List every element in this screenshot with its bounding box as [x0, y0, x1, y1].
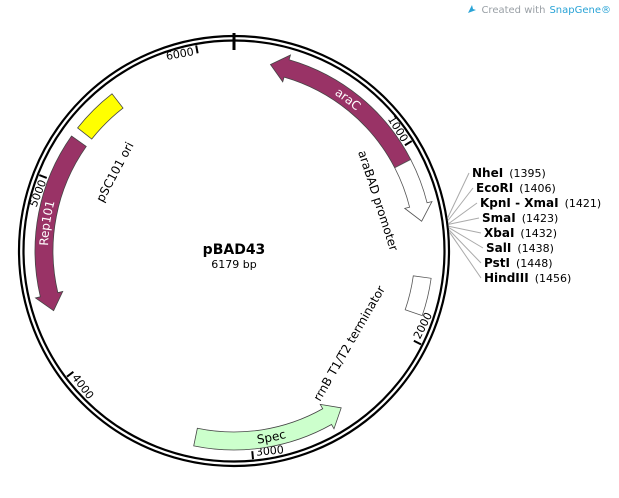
- svg-text:HindIII(1456): HindIII (1456): [484, 271, 571, 285]
- site-position: (1432): [520, 227, 557, 240]
- feature-rrnb-t1-t2-terminator[interactable]: rrnB T1/T2 terminator: [310, 275, 432, 404]
- site-position: (1438): [517, 242, 554, 255]
- tick-mark: [413, 339, 422, 346]
- site-leader-line: [448, 229, 482, 264]
- site-position: (1406): [519, 182, 556, 195]
- snapgene-logo-icon: [467, 4, 477, 17]
- site-leader-line: [447, 172, 470, 219]
- feature-shape[interactable]: [77, 93, 124, 140]
- site-position: (1456): [535, 272, 572, 285]
- feature-shape[interactable]: [269, 54, 412, 169]
- site-leader-line: [448, 217, 480, 225]
- restriction-site[interactable]: SmaI (1423): [448, 211, 558, 225]
- site-position: (1421): [565, 197, 602, 210]
- tick-mark: [38, 174, 48, 179]
- feature-psc101-ori[interactable]: pSC101 ori: [77, 93, 137, 205]
- feature-label: rrnB T1/T2 terminator: [310, 283, 387, 403]
- restriction-site[interactable]: SalI (1438): [448, 227, 554, 255]
- tick-mark: [251, 451, 254, 460]
- site-name: NheI: [472, 166, 503, 180]
- feature-label: pSC101 ori: [93, 140, 136, 205]
- restriction-site[interactable]: PstI (1448): [448, 229, 553, 270]
- svg-text:XbaI(1432): XbaI (1432): [484, 226, 557, 240]
- restriction-site[interactable]: HindIII (1456): [448, 231, 571, 285]
- tick-mark: [66, 371, 74, 378]
- tick-label: 6000: [165, 45, 195, 63]
- site-leader-line: [448, 227, 484, 249]
- restriction-site[interactable]: KpnI - XmaI (1421): [447, 196, 601, 225]
- feature-rep101[interactable]: Rep101: [34, 135, 87, 312]
- feature-shape[interactable]: [34, 135, 87, 312]
- restriction-site[interactable]: XbaI (1432): [448, 225, 557, 240]
- feature-shape[interactable]: [193, 403, 342, 451]
- site-position: (1423): [522, 212, 559, 225]
- feature-spec[interactable]: Spec: [193, 403, 342, 451]
- svg-text:SmaI(1423): SmaI (1423): [482, 211, 558, 225]
- site-name: EcoRI: [476, 181, 513, 195]
- tick-mark: [404, 140, 413, 147]
- site-name: PstI: [484, 256, 510, 270]
- svg-text:EcoRI(1406): EcoRI (1406): [476, 181, 556, 195]
- site-leader-line: [447, 187, 474, 221]
- feature-shape[interactable]: [404, 275, 432, 317]
- svg-text:KpnI - XmaI(1421): KpnI - XmaI (1421): [480, 196, 601, 210]
- tick-mark: [195, 45, 199, 54]
- credit-brand: SnapGene®: [549, 5, 611, 16]
- site-leader-line: [448, 231, 482, 279]
- site-name: SmaI: [482, 211, 516, 225]
- feature-arac[interactable]: araC: [269, 54, 412, 169]
- site-name: XbaI: [484, 226, 514, 240]
- svg-text:Spec: Spec: [256, 427, 287, 446]
- restriction-site[interactable]: NheI (1395): [447, 166, 546, 219]
- snapgene-credit: Created with SnapGene®: [467, 4, 611, 17]
- svg-text:SalI(1438): SalI (1438): [486, 241, 554, 255]
- credit-prefix: Created with: [481, 5, 546, 16]
- restriction-site[interactable]: EcoRI (1406): [447, 181, 556, 221]
- plasmid-name: pBAD43: [203, 242, 266, 258]
- site-name: HindIII: [484, 271, 529, 285]
- site-leader-line: [447, 202, 478, 225]
- plasmid-length: 6179 bp: [211, 258, 256, 271]
- feature-shape[interactable]: [394, 158, 433, 222]
- site-name: KpnI - XmaI: [480, 196, 559, 210]
- site-leader-line: [448, 225, 482, 234]
- svg-text:NheI(1395): NheI (1395): [472, 166, 546, 180]
- site-position: (1448): [516, 257, 553, 270]
- site-name: SalI: [486, 241, 511, 255]
- site-position: (1395): [509, 167, 546, 180]
- svg-text:PstI(1448): PstI (1448): [484, 256, 553, 270]
- feature-label: Spec: [256, 427, 287, 446]
